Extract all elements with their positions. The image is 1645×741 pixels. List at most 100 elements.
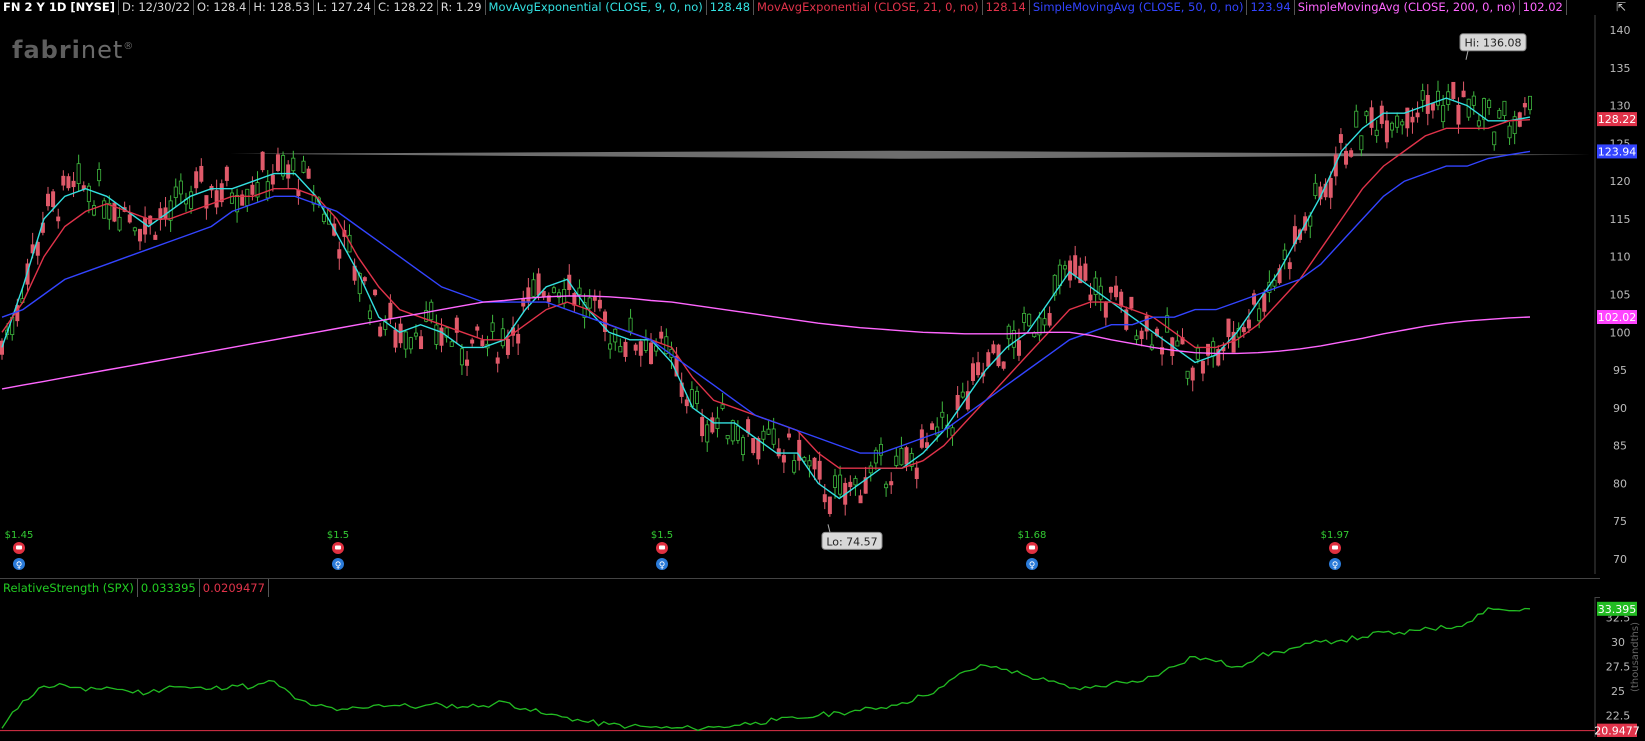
- candle-body: [1195, 347, 1200, 360]
- hi-callout: [1459, 33, 1527, 52]
- candle-body: [439, 327, 444, 346]
- open-label: O: 128.4: [194, 0, 251, 15]
- candle-body: [797, 439, 802, 461]
- candle-body: [1492, 131, 1497, 146]
- candle-body: [240, 194, 245, 206]
- price-badge: [1597, 144, 1637, 159]
- sma200-value: 102.02: [1520, 0, 1567, 15]
- rs-tick-label: 30: [1611, 636, 1625, 649]
- candle-body: [245, 188, 250, 206]
- dividend-label: $1.5: [327, 530, 349, 541]
- candle-body: [45, 193, 50, 207]
- candle-body: [117, 216, 122, 231]
- candle-body: [914, 467, 919, 480]
- ema9-label[interactable]: MovAvgExponential (CLOSE, 9, 0, no): [486, 0, 707, 15]
- candle-body: [1374, 129, 1379, 137]
- candle-body: [776, 448, 781, 457]
- price-tick-label: 80: [1613, 477, 1627, 490]
- candle-body: [587, 297, 592, 309]
- rs-panel[interactable]: 32.5 30 27.5 25 22.5 33.395 20.9477 (thousand…: [0, 597, 1645, 738]
- candle-body: [551, 287, 556, 294]
- chart-menu-icon[interactable]: ⇱: [1615, 0, 1627, 14]
- candle-body: [153, 234, 158, 240]
- price-tick-label: 85: [1613, 440, 1627, 453]
- earnings-icon[interactable]: [1026, 558, 1038, 570]
- candle-body: [275, 154, 280, 172]
- candle-body: [873, 449, 878, 464]
- candle-body: [132, 227, 137, 232]
- chart-header: FN 2 Y 1D [NYSE] D: 12/30/22 O: 128.4 H: 12…: [0, 0, 1600, 15]
- candle-body: [398, 323, 403, 344]
- price-tick-label: 105: [1610, 289, 1631, 302]
- candle-body: [1369, 107, 1374, 128]
- support-resistance-line[interactable]: [230, 150, 1590, 159]
- low-label: L: 127.24: [314, 0, 375, 15]
- candle-body: [802, 457, 807, 462]
- price-tick-label: 90: [1613, 402, 1627, 415]
- candle-body: [761, 430, 766, 440]
- candle-body: [643, 339, 648, 351]
- sma50-label[interactable]: SimpleMovingAvg (CLOSE, 50, 0, no): [1030, 0, 1248, 15]
- rs-label[interactable]: RelativeStrength (SPX): [0, 579, 138, 597]
- price-panel[interactable]: 140 135 130 125 120 115 110 105 100 95 90 85 80 75 70 …: [0, 15, 1645, 574]
- rs-tick-label: 22.5: [1606, 709, 1631, 722]
- ma-line-0[interactable]: [1, 97, 1531, 500]
- candle-body: [1282, 249, 1287, 260]
- candle-body: [1052, 274, 1057, 296]
- candle-body: [623, 341, 628, 357]
- candle-body: [362, 277, 367, 282]
- earnings-icon[interactable]: [13, 558, 25, 570]
- sma200-label[interactable]: SimpleMovingAvg (CLOSE, 200, 0, no): [1295, 0, 1520, 15]
- earnings-icon[interactable]: [332, 558, 344, 570]
- symbol-label[interactable]: FN 2 Y 1D [NYSE]: [0, 0, 119, 15]
- candle-body: [357, 273, 362, 295]
- ma-line-2[interactable]: [1, 150, 1531, 454]
- candle-body: [1114, 285, 1119, 298]
- candle-body: [577, 287, 582, 295]
- rs-line[interactable]: [1, 607, 1531, 732]
- candle-body: [1119, 291, 1124, 307]
- candle-body: [286, 164, 291, 179]
- candle-body: [771, 428, 776, 445]
- price-chart[interactable]: 140135130125120115110105100959085807570 …: [0, 15, 1645, 574]
- candle-body: [1006, 325, 1011, 340]
- candle-body: [51, 191, 56, 208]
- candle-body: [1415, 112, 1420, 118]
- candle-body: [449, 341, 454, 347]
- ma-line-3[interactable]: [1, 295, 1531, 390]
- candle-body: [684, 399, 689, 407]
- candle-body: [633, 344, 638, 351]
- ema9-value: 128.48: [707, 0, 755, 15]
- candle-body: [214, 190, 219, 208]
- candle-body: [1073, 255, 1078, 276]
- candle-body: [792, 460, 797, 473]
- earnings-icon[interactable]: [656, 558, 668, 570]
- candle-body: [137, 228, 142, 242]
- candle-body: [367, 310, 372, 320]
- candle-body: [1252, 293, 1257, 305]
- candle-body: [1241, 327, 1246, 333]
- candle-body: [557, 292, 562, 298]
- candle-body: [260, 151, 265, 171]
- lo-callout-text: Lo: 74.57: [826, 535, 877, 548]
- candle-body: [1160, 347, 1165, 355]
- candle-body: [735, 425, 740, 441]
- candle-body: [1349, 150, 1354, 157]
- dividend-icon-glyph: [1029, 545, 1035, 550]
- price-tick-label: 95: [1613, 364, 1627, 377]
- candle-body: [1083, 263, 1088, 281]
- candle-body: [465, 359, 470, 366]
- candle-body: [1451, 81, 1456, 99]
- earnings-icon[interactable]: [1329, 558, 1341, 570]
- candle-body: [965, 391, 970, 410]
- ema21-label[interactable]: MovAvgExponential (CLOSE, 21, 0, no): [754, 0, 983, 15]
- candle-body: [419, 336, 424, 350]
- date-label: D: 12/30/22: [119, 0, 195, 15]
- candle-body: [1108, 286, 1113, 293]
- rs-badge-text: 20.9477: [1594, 725, 1640, 737]
- candle-body: [35, 241, 40, 256]
- price-tick-label: 115: [1610, 213, 1631, 226]
- candle-body: [838, 474, 843, 495]
- earnings-icon-glyph: ♀: [659, 561, 666, 571]
